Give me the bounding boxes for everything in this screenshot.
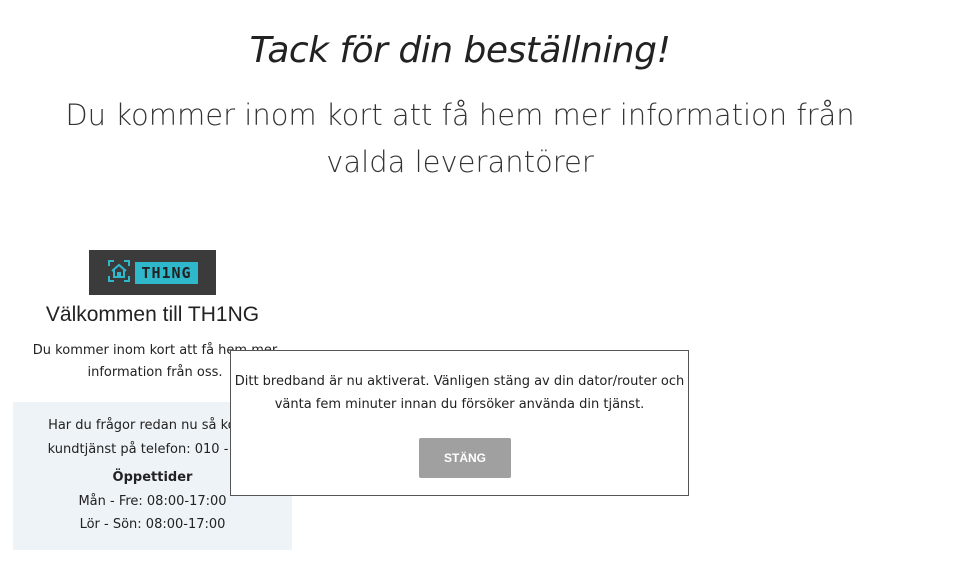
house-icon bbox=[107, 259, 131, 287]
modal-message: Ditt bredband är nu aktiverat. Vänligen … bbox=[234, 374, 685, 412]
hours-weekday: Mån - Fre: 08:00-17:00 bbox=[78, 494, 227, 509]
close-button[interactable]: STÄNG bbox=[419, 438, 511, 478]
page-title: Tack för din beställning! bbox=[249, 30, 671, 71]
contact-text: Har du frågor redan nu så konta bbox=[48, 418, 257, 433]
page-subtitle: Du kommer inom kort att få hem mer infor… bbox=[65, 98, 855, 179]
hours-weekend: Lör - Sön: 08:00-17:00 bbox=[79, 517, 226, 532]
hours-heading: Öppettider bbox=[112, 470, 193, 485]
intro-text: Du kommer inom kort att få hem mer infor… bbox=[32, 343, 278, 380]
contact-phone: kundtjänst på telefon: 010 - 252 bbox=[47, 442, 258, 457]
logo-text: TH1NG bbox=[135, 261, 198, 284]
activation-modal: Ditt bredband är nu aktiverat. Vänligen … bbox=[230, 350, 689, 496]
welcome-heading: Välkommen till TH1NG bbox=[45, 303, 260, 326]
provider-logo: TH1NG bbox=[89, 250, 216, 295]
